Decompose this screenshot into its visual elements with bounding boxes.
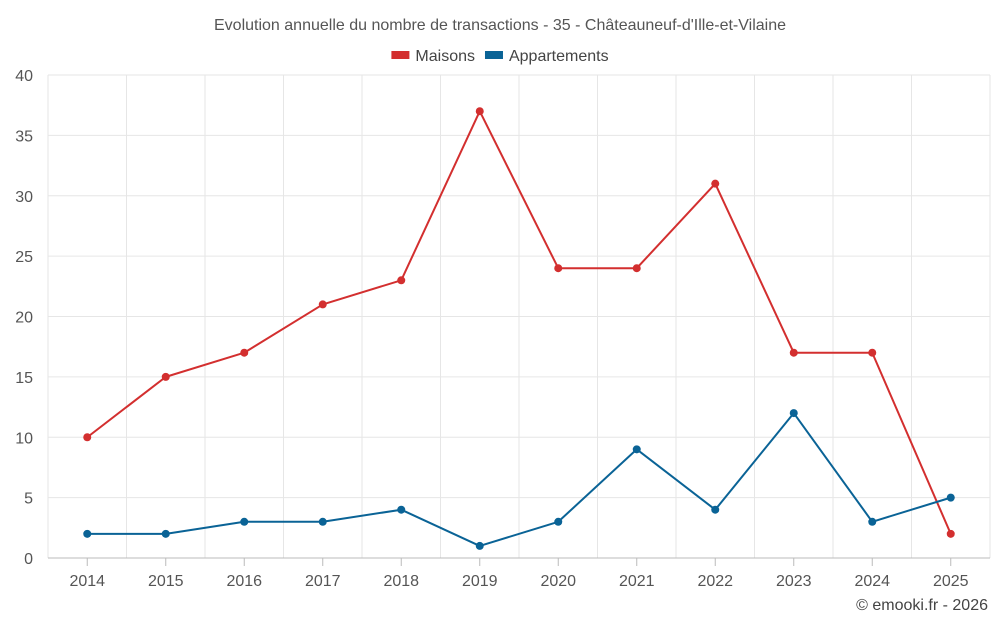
legend-item-maisons[interactable]: Maisons (391, 48, 475, 65)
data-point-appartements[interactable] (711, 505, 720, 514)
y-tick-label: 5 (24, 491, 33, 508)
data-point-maisons[interactable] (789, 348, 798, 357)
x-tick-label: 2015 (148, 573, 184, 590)
data-point-appartements[interactable] (83, 529, 92, 538)
x-tick-label: 2019 (462, 573, 498, 590)
data-point-maisons[interactable] (868, 348, 877, 357)
x-tick-label: 2023 (776, 573, 812, 590)
grid (47, 74, 991, 558)
y-tick-label: 15 (15, 370, 33, 387)
credit-text: © emooki.fr - 2026 (856, 597, 988, 614)
x-tick-label: 2017 (305, 573, 341, 590)
data-point-maisons[interactable] (632, 264, 641, 273)
x-tick-label: 2024 (854, 573, 890, 590)
x-tick-label: 2016 (226, 573, 262, 590)
data-point-appartements[interactable] (318, 517, 327, 526)
data-point-maisons[interactable] (554, 264, 563, 273)
x-tick-label: 2021 (619, 573, 655, 590)
y-tick-label: 30 (15, 189, 33, 206)
data-point-appartements[interactable] (868, 517, 877, 526)
data-point-appartements[interactable] (789, 409, 798, 418)
x-tick-label: 2022 (697, 573, 733, 590)
data-point-appartements[interactable] (397, 505, 406, 514)
data-point-appartements[interactable] (240, 517, 249, 526)
legend: Maisons Appartements (391, 48, 609, 65)
series (83, 107, 955, 550)
legend-label: Appartements (509, 48, 609, 65)
data-point-maisons[interactable] (711, 179, 720, 188)
y-tick-label: 40 (15, 68, 33, 85)
data-point-maisons[interactable] (946, 529, 955, 538)
data-point-appartements[interactable] (632, 445, 641, 454)
data-point-maisons[interactable] (83, 433, 92, 442)
legend-label: Maisons (415, 48, 475, 65)
series-line-maisons (86, 110, 952, 535)
legend-swatch (391, 51, 410, 59)
x-tick-label: 2020 (540, 573, 576, 590)
data-point-appartements[interactable] (554, 517, 563, 526)
data-point-appartements[interactable] (161, 529, 170, 538)
data-point-maisons[interactable] (397, 276, 406, 285)
x-tick-label: 2025 (933, 573, 969, 590)
x-tick-label: 2018 (383, 573, 419, 590)
data-point-maisons[interactable] (161, 372, 170, 381)
series-line-appartements (87, 412, 952, 547)
y-tick-label: 20 (15, 310, 33, 327)
y-tick-label: 10 (15, 430, 33, 447)
data-point-maisons[interactable] (240, 348, 249, 357)
data-point-appartements[interactable] (475, 541, 484, 550)
legend-swatch (484, 51, 503, 59)
y-tick-label: 25 (15, 249, 33, 266)
chart-title: Evolution annuelle du nombre de transact… (214, 17, 786, 34)
data-point-appartements[interactable] (946, 493, 955, 502)
data-point-maisons[interactable] (475, 107, 484, 116)
y-tick-label: 0 (24, 551, 33, 568)
legend-item-appartements[interactable]: Appartements (484, 48, 609, 65)
data-point-maisons[interactable] (318, 300, 327, 309)
y-tick-label: 35 (15, 128, 33, 145)
x-tick-label: 2014 (69, 573, 105, 590)
